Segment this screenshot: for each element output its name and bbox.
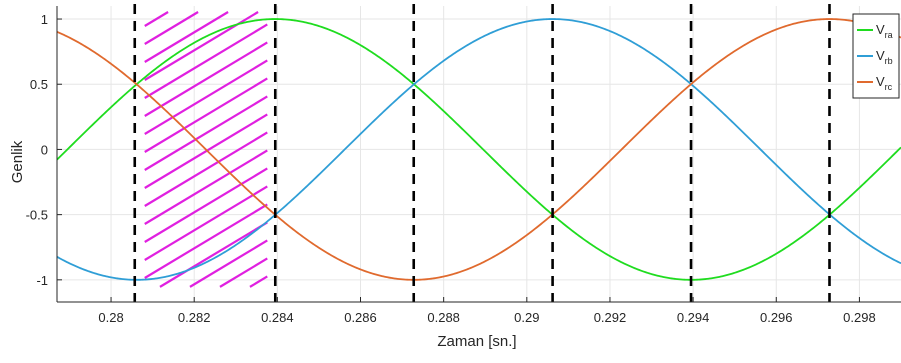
hatch-line: [144, 113, 268, 189]
hatch-line: [144, 41, 268, 117]
hatch-line: [144, 23, 268, 99]
hatch-line: [144, 11, 169, 27]
hatch-line: [144, 149, 268, 225]
tick-labels: 0.28 0.282 0.284 0.286 0.288 0.29 0.292 0.294 0.…: [26, 12, 876, 325]
hatch-line: [219, 257, 268, 288]
x-tick-label: 0.286: [344, 310, 377, 325]
series-line-vrb: [57, 18, 901, 281]
legend-label-vrc: Vrc: [876, 74, 893, 92]
hatch-line: [189, 239, 268, 288]
axes: [56, 6, 901, 303]
hatch-line: [144, 185, 268, 261]
x-tick-label: 0.292: [594, 310, 627, 325]
x-tick-label: 0.288: [427, 310, 460, 325]
hatch-line: [144, 167, 268, 243]
y-axis-label: Genlik: [9, 140, 26, 183]
hatch-line: [144, 131, 268, 207]
legend-label-vrb: Vrb: [876, 48, 893, 66]
x-tick-label: 0.284: [261, 310, 294, 325]
x-axis-label: Zaman [sn.]: [437, 333, 516, 350]
x-tick-label: 0.298: [843, 310, 876, 325]
y-tick-label: -0.5: [26, 208, 48, 223]
series-line-vrc: [57, 18, 901, 281]
y-tick-label: -1: [36, 273, 48, 288]
hatch-line: [144, 11, 199, 45]
grid: [57, 6, 901, 302]
legend: Vra Vrb Vrc: [852, 13, 900, 99]
y-tick-label: 1: [41, 12, 48, 27]
y-tick-label: 0: [41, 142, 48, 157]
x-tick-label: 0.296: [760, 310, 793, 325]
x-tick-label: 0.282: [178, 310, 211, 325]
series-line-vra: [57, 18, 901, 281]
hatch-line: [249, 275, 268, 288]
series-lines: [57, 18, 901, 281]
hatch-line: [144, 11, 259, 81]
hatch-line: [144, 95, 268, 171]
x-tick-label: 0.294: [677, 310, 710, 325]
hatch-line: [144, 203, 268, 279]
x-tick-label: 0.29: [514, 310, 539, 325]
hatched-region: [144, 11, 268, 288]
hatch-line: [144, 11, 229, 63]
legend-label-vra: Vra: [876, 22, 893, 40]
x-tick-label: 0.28: [98, 310, 123, 325]
hatch-line: [159, 221, 268, 288]
y-tick-label: 0.5: [30, 77, 48, 92]
hatch-line: [144, 59, 268, 135]
hatch-line: [144, 77, 268, 153]
